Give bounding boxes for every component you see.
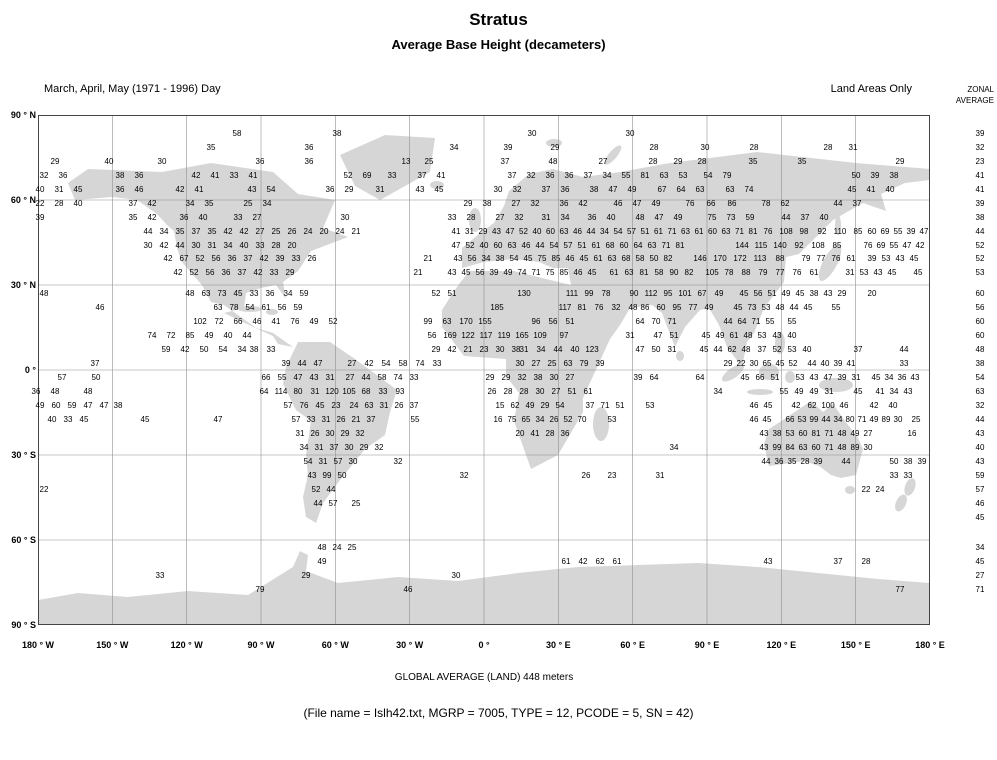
zonal-average-value: 38	[975, 213, 985, 222]
file-info-label: (File name = Islh42.txt, MGRP = 7005, TY…	[303, 706, 694, 720]
zonal-label-line2: AVERAGE	[955, 96, 994, 105]
island-new-zealand-south	[895, 494, 907, 512]
zonal-average-value: 60	[975, 317, 985, 326]
island-borneo	[759, 364, 779, 380]
zonal-average-value: 27	[975, 571, 985, 580]
lon-axis-label: 120 ° W	[170, 640, 203, 650]
zonal-average-value: 40	[975, 443, 985, 452]
landmass-afro-eurasia	[442, 152, 930, 469]
landmass-greenland	[340, 135, 435, 200]
lon-axis-label: 60 ° W	[321, 640, 349, 650]
zonal-average-value: 46	[975, 499, 985, 508]
island-novaya-zemlya	[604, 145, 622, 165]
zonal-average-value: 23	[975, 157, 985, 166]
lon-axis-label: 150 ° E	[840, 640, 871, 650]
island-sri-lanka	[676, 351, 684, 361]
zonal-average-value: 53	[975, 268, 985, 277]
zonal-average-value: 32	[975, 143, 985, 152]
zonal-average-value: 43	[975, 457, 985, 466]
lon-axis-label: 0 °	[478, 640, 490, 650]
zonal-average-value: 56	[975, 303, 985, 312]
zonal-average-value: 39	[975, 199, 985, 208]
lat-axis-label: 90 ° S	[11, 620, 36, 630]
island-madagascar	[593, 407, 609, 441]
lat-axis-label: 30 ° N	[10, 280, 36, 290]
island-hispaniola	[266, 309, 278, 315]
island-philippines	[775, 332, 785, 354]
island-sakhalin	[835, 215, 841, 235]
zonal-average-value: 60	[975, 331, 985, 340]
lon-axis-label: 120 ° E	[766, 640, 797, 650]
page-subtitle: Average Base Height (decameters)	[391, 37, 606, 52]
zonal-average-value: 32	[975, 401, 985, 410]
landmass-north-america	[68, 163, 348, 347]
island-new-zealand-north	[904, 478, 916, 496]
lon-axis-label: 60 ° E	[620, 640, 645, 650]
zonal-average-value: 45	[975, 557, 985, 566]
lon-axis-label: 180 ° W	[21, 640, 55, 650]
landmass-australia	[764, 401, 863, 478]
zonal-average-value: 48	[975, 345, 985, 354]
zonal-average-value: 54	[975, 373, 985, 382]
lat-axis-label: 60 ° N	[10, 195, 36, 205]
zonal-average-value: 39	[975, 129, 985, 138]
island-cuba	[238, 306, 262, 312]
lon-axis-label: 30 ° E	[546, 640, 571, 650]
zonal-average-value: 60	[975, 289, 985, 298]
island-java	[747, 389, 773, 395]
zonal-average-value: 41	[975, 171, 985, 180]
page-title: Stratus	[469, 10, 528, 29]
zonal-average-value: 34	[975, 543, 985, 552]
world-map-svg	[38, 115, 930, 625]
coverage-label: Land Areas Only	[830, 83, 912, 95]
zonal-average-value: 71	[975, 585, 985, 594]
lat-axis-label: 90 ° N	[10, 110, 36, 120]
zonal-label-line1: ZONAL	[967, 85, 994, 94]
island-sulawesi	[785, 371, 795, 383]
zonal-average-value: 52	[975, 241, 985, 250]
island-britain	[469, 208, 481, 232]
zonal-average-value: 63	[975, 387, 985, 396]
zonal-average-value: 45	[975, 513, 985, 522]
island-svalbard	[546, 139, 562, 147]
island-new-guinea	[819, 378, 853, 392]
lon-axis-label: 30 ° W	[396, 640, 424, 650]
island-iceland	[430, 181, 444, 189]
lat-axis-label: 0 °	[24, 365, 36, 375]
zonal-average-value: 41	[975, 185, 985, 194]
lat-axis-label: 60 ° S	[11, 535, 36, 545]
zonal-average-value: 38	[975, 359, 985, 368]
lon-axis-label: 180 ° E	[915, 640, 945, 650]
zonal-average-value: 59	[975, 471, 985, 480]
zonal-average-value: 52	[975, 254, 985, 263]
island-sumatra	[721, 364, 745, 382]
zonal-average-value: 44	[975, 415, 985, 424]
lat-axis-label: 30 ° S	[11, 450, 36, 460]
island-japan	[818, 245, 842, 281]
zonal-average-value: 43	[975, 429, 985, 438]
lon-axis-label: 90 ° W	[247, 640, 275, 650]
zonal-average-value: 57	[975, 485, 985, 494]
zonal-average-value: 44	[975, 227, 985, 236]
map-grid	[38, 115, 930, 625]
lon-axis-label: 150 ° W	[96, 640, 129, 650]
map-frame	[38, 115, 930, 625]
season-label: March, April, May (1971 - 1996) Day	[44, 83, 221, 95]
global-average-label: GLOBAL AVERAGE (LAND) 448 meters	[394, 672, 574, 683]
landmass-south-america	[283, 342, 397, 523]
lon-axis-label: 90 ° E	[694, 640, 720, 650]
zonal-average-header: ZONAL AVERAGE	[934, 84, 994, 106]
island-tasmania	[845, 486, 855, 494]
